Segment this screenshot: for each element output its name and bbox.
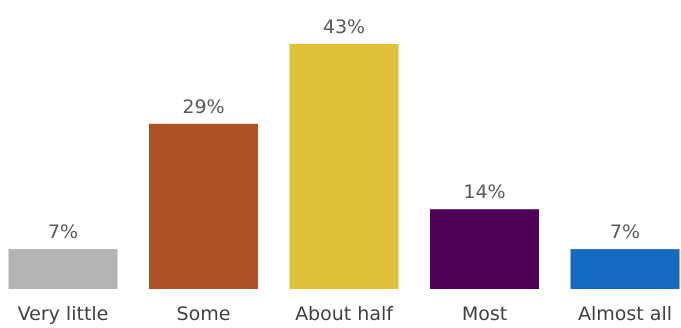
category-label: Almost all <box>578 303 672 325</box>
bar-most <box>430 209 539 289</box>
bar-almost-all <box>570 249 680 289</box>
data-label: 7% <box>48 221 78 243</box>
bar-some <box>149 123 258 289</box>
category-label: Most <box>462 303 507 325</box>
data-label: 7% <box>610 221 640 243</box>
data-label: 29% <box>182 96 224 118</box>
category-label: About half <box>295 303 394 325</box>
data-label: 43% <box>323 16 365 38</box>
bar-very-little <box>8 249 118 289</box>
bars-group <box>8 44 680 289</box>
category-labels-group: Very little Some About half Most Almost all <box>18 303 672 325</box>
category-label: Very little <box>18 303 109 325</box>
data-label: 14% <box>463 181 505 203</box>
bar-about-half <box>289 44 399 289</box>
category-label: Some <box>177 303 231 325</box>
value-labels-group: 7% 29% 43% 14% 7% <box>48 16 640 243</box>
